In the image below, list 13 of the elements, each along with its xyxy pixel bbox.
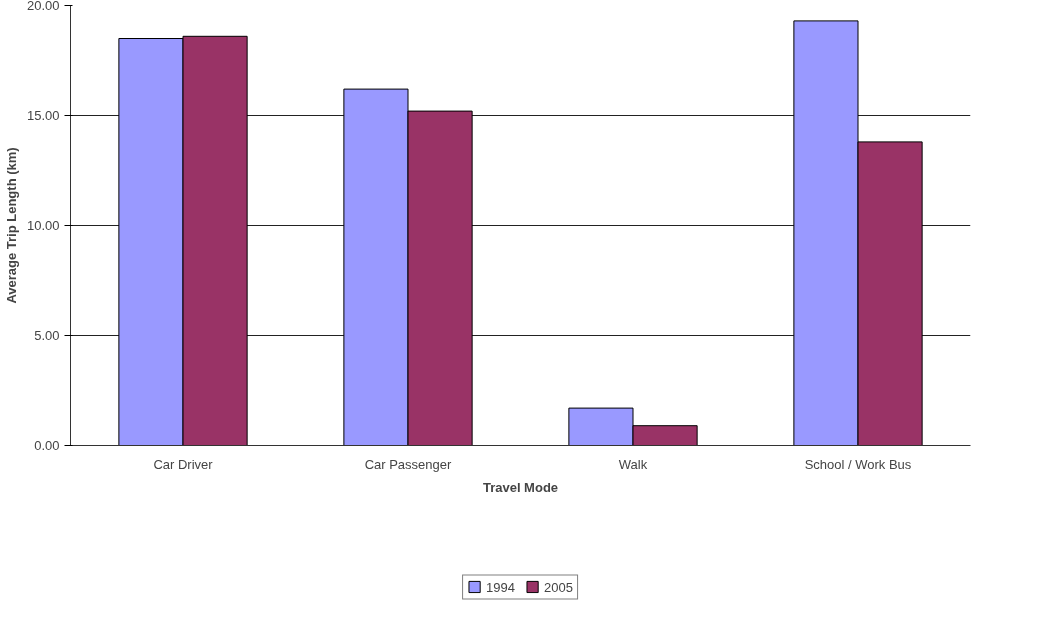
y-tick-label: 0.00 <box>34 438 60 453</box>
x-axis-title: Travel Mode <box>482 479 559 495</box>
y-tick-label: 20.00 <box>26 0 60 13</box>
y-tick-label: 10.00 <box>26 218 60 233</box>
x-tick-label: Car Passenger <box>364 456 453 472</box>
y-tick-label: 5.00 <box>34 328 60 343</box>
legend-label: 2005 <box>544 579 573 595</box>
x-tick-label: Car Driver <box>153 456 214 472</box>
y-axis-title: Average Trip Length (km) <box>3 147 19 304</box>
y-tick-label: 15.00 <box>26 108 60 123</box>
x-tick-label: Walk <box>618 456 648 472</box>
legend-label: 1994 <box>486 579 515 595</box>
x-tick-label: School / Work Bus <box>804 456 912 472</box>
